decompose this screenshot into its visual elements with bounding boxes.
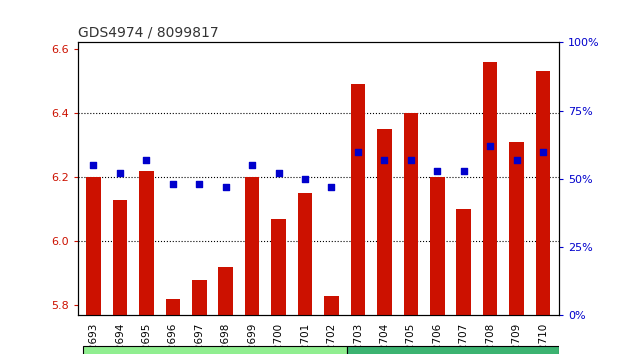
Point: [274, 171, 284, 176]
Bar: [377, 129, 392, 315]
Bar: [192, 280, 207, 315]
Bar: [297, 193, 312, 315]
Point: [168, 181, 178, 187]
Point: [220, 184, 230, 190]
Point: [353, 149, 363, 154]
Point: [300, 176, 310, 182]
Text: GDS4974 / 8099817: GDS4974 / 8099817: [78, 26, 218, 40]
Bar: [219, 267, 233, 315]
Bar: [86, 177, 101, 315]
Bar: [245, 177, 260, 315]
Bar: [404, 113, 418, 315]
Bar: [536, 72, 550, 315]
Point: [538, 149, 548, 154]
Point: [247, 162, 257, 168]
Point: [379, 157, 389, 162]
Bar: [271, 219, 286, 315]
Bar: [509, 142, 524, 315]
Bar: [324, 296, 339, 315]
Point: [115, 171, 125, 176]
Point: [194, 181, 204, 187]
Point: [327, 184, 337, 190]
Bar: [139, 171, 153, 315]
Bar: [166, 299, 180, 315]
Point: [512, 157, 522, 162]
Point: [406, 157, 416, 162]
Point: [89, 162, 99, 168]
Point: [485, 143, 495, 149]
Bar: [112, 200, 127, 315]
Point: [142, 157, 152, 162]
Bar: [456, 209, 471, 315]
FancyBboxPatch shape: [347, 346, 559, 354]
Bar: [351, 84, 365, 315]
FancyBboxPatch shape: [83, 346, 347, 354]
Bar: [430, 177, 445, 315]
Bar: [483, 62, 497, 315]
Point: [459, 168, 469, 173]
Point: [432, 168, 442, 173]
